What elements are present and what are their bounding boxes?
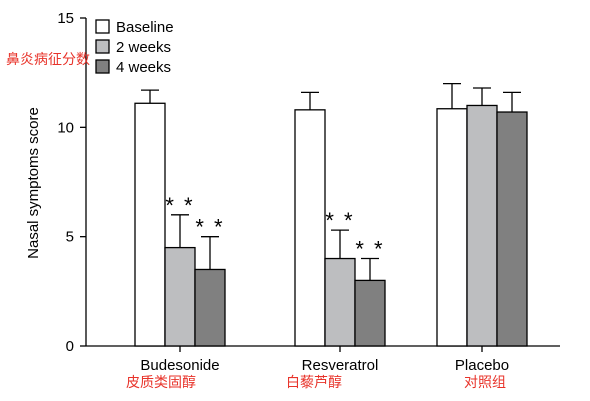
y-tick-label-10: 10: [57, 119, 74, 136]
x-tick-label-resveratrol: Resveratrol: [302, 357, 379, 374]
category-label-cn-placebo: 对照组: [464, 375, 506, 391]
category-label-cn-resveratrol: 白藜芦醇: [286, 375, 342, 391]
bar-placebo-baseline: [436, 108, 468, 347]
x-tick-label-placebo: Placebo: [455, 357, 509, 374]
bar-resveratrol-2-weeks: [324, 257, 356, 347]
legend: Baseline 2 weeks 4 weeks: [95, 19, 174, 76]
significance-budesonide-2-weeks: * *: [165, 193, 194, 218]
significance-resveratrol-4-weeks: * *: [355, 237, 384, 262]
significance-budesonide-4-weeks: * *: [195, 215, 224, 240]
y-tick-label-15: 15: [57, 10, 74, 27]
bar-placebo-2-weeks: [466, 104, 498, 347]
bar-budesonide-baseline: [134, 102, 166, 347]
y-tick-label-0: 0: [66, 338, 74, 355]
legend-swatch-2-weeks: [95, 39, 110, 54]
legend-swatch-4-weeks: [95, 59, 110, 74]
legend-label-baseline: Baseline: [116, 19, 174, 36]
legend-label-2-weeks: 2 weeks: [116, 39, 171, 56]
bar-resveratrol-baseline: [294, 109, 326, 347]
bar-placebo-4-weeks: [496, 111, 528, 347]
bars: * ** * * ** *: [134, 82, 528, 347]
x-tick-label-budesonide: Budesonide: [140, 357, 219, 374]
bar-budesonide-2-weeks: [164, 246, 196, 347]
y-tick-label-5: 5: [66, 229, 74, 246]
legend-label-4-weeks: 4 weeks: [116, 59, 171, 76]
category-label-cn-budesonide: 皮质类固醇: [126, 375, 196, 391]
legend-swatch-baseline: [95, 19, 110, 34]
significance-resveratrol-2-weeks: * *: [325, 208, 354, 233]
bar-budesonide-4-weeks: [194, 268, 226, 347]
y-axis-label: Nasal symptoms score: [25, 107, 42, 259]
bar-resveratrol-4-weeks: [354, 279, 386, 347]
y-axis-label-cn: 鼻炎病征分数: [6, 52, 90, 68]
